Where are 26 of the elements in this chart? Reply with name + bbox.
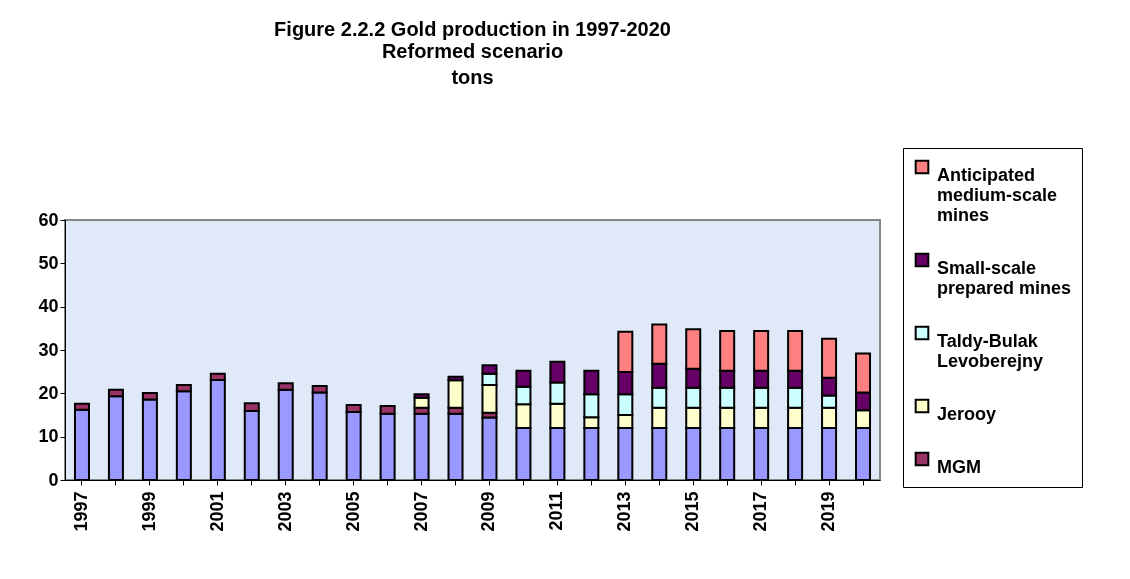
x-tick-label: 1997 <box>70 491 91 532</box>
x-tick-label: 2007 <box>410 491 431 532</box>
chart-subtitle: Reformed scenario tons <box>381 39 564 88</box>
x-tick-label: 2001 <box>206 491 227 532</box>
x-tick-label: 2005 <box>342 491 363 532</box>
x-tick-label: 2011 <box>546 491 567 531</box>
y-tick-label: 30 <box>38 339 59 360</box>
x-tick-label: 2003 <box>274 491 295 532</box>
y-tick-label: 0 <box>48 469 59 490</box>
y-tick-label: 10 <box>38 426 59 447</box>
legend-label: MGM <box>937 457 981 477</box>
chart-title: Figure 2.2.2 Gold production in 1997-2020 <box>274 17 671 40</box>
y-tick-label: 60 <box>38 209 59 230</box>
y-tick-label: 40 <box>38 296 59 317</box>
x-tick-label: 2009 <box>478 491 499 532</box>
legend-label: Taldy-Bulak Levoberejny <box>937 331 1044 371</box>
y-tick-label: 20 <box>38 382 59 403</box>
y-tick-label: 50 <box>38 252 59 273</box>
x-tick-label: 2019 <box>818 491 839 532</box>
x-tick-label: 1999 <box>138 491 159 532</box>
x-tick-label: 2013 <box>614 491 635 532</box>
x-tick-label: 2015 <box>682 491 703 532</box>
legend-label: Jerooy <box>937 404 997 424</box>
legend-label: Small-scale prepared mines <box>937 258 1072 298</box>
x-tick-label: 2017 <box>750 491 771 532</box>
legend-label: Anticipated medium-scale mines <box>937 165 1058 225</box>
